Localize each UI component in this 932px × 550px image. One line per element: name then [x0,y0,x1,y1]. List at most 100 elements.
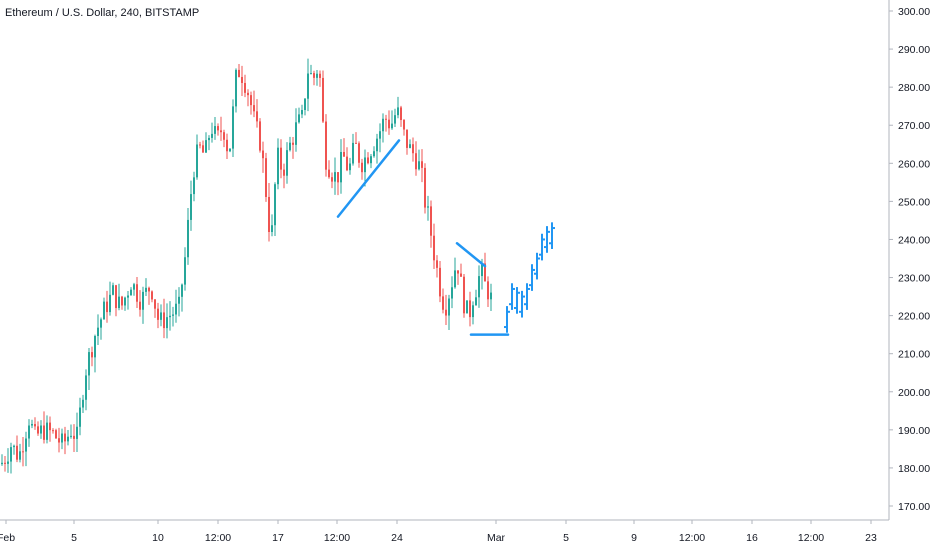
time-tick-label: Mar [487,532,506,544]
time-axis[interactable]: Feb 5 10 12:00 17 12:00 24 Mar 5 9 12:00 16 12:00 23 [0,520,877,544]
price-tick-label: 190.00 [898,425,930,437]
candle [487,276,489,308]
candle [214,116,216,140]
candle [460,263,462,277]
candle [361,158,363,180]
time-tick-label: 23 [865,532,877,544]
candle [340,139,342,194]
candle [136,276,138,309]
candle [400,105,402,127]
candle [382,113,384,143]
candle [49,416,51,442]
candle [319,70,321,87]
time-tick-label: Feb [0,532,15,544]
candle [439,261,441,303]
candle [91,346,93,367]
candle [40,420,42,439]
price-tick-label: 290.00 [898,44,930,56]
candle [118,283,120,311]
candle [292,136,294,159]
candle [472,301,474,325]
candle [184,247,186,291]
candle [256,99,258,128]
candle [406,129,408,155]
candle [85,369,87,411]
candle [313,70,315,86]
candle [424,163,426,214]
candle [199,141,201,149]
candle [442,288,444,314]
candle [436,255,438,278]
price-tick-label: 170.00 [898,501,930,513]
candle [100,317,102,340]
candle [220,116,222,141]
candle [235,68,237,113]
trend-line-drawing[interactable] [455,242,487,268]
candle [94,334,96,373]
candle [469,291,471,327]
projection-bar [514,287,520,314]
candle [283,163,285,189]
trend-line-drawing[interactable] [336,139,401,218]
candle [316,70,318,86]
candle [322,70,324,123]
time-tick-label: 5 [71,532,77,544]
candle [169,301,171,331]
candle [262,141,264,173]
projection-bar [534,252,540,280]
candle [244,74,246,98]
candle [193,171,195,202]
candle [151,290,153,303]
candle [448,294,450,330]
time-tick-label: 24 [391,532,403,544]
candle [427,195,429,221]
projection-bar [509,283,515,310]
candle [142,286,144,324]
candle [379,123,381,153]
candle [325,114,327,177]
candle [433,223,435,270]
candle [16,435,18,463]
candle [187,208,189,265]
candle [490,283,492,312]
price-tick-label: 250.00 [898,196,930,208]
drawings-layer [336,139,510,336]
candle [208,135,210,151]
candle [64,426,66,455]
candle [226,133,228,160]
candle [298,107,300,124]
time-tick-label: 10 [152,532,164,544]
candle [307,58,309,112]
candle [385,114,387,132]
candle [328,160,330,179]
candle [7,448,9,473]
candle [268,182,270,242]
candle [76,412,78,453]
projection-bar [524,283,530,310]
candle [82,394,84,413]
candle [289,136,291,152]
price-axis[interactable]: 300.00 290.00 280.00 270.00 260.00 250.00 240.… [889,6,930,513]
candle [238,63,240,78]
candle [463,273,465,318]
candle [70,424,72,439]
candle [352,133,354,166]
candle [304,97,306,116]
candle [367,152,369,165]
candle [28,419,30,447]
price-tick-label: 300.00 [898,6,930,18]
candle [196,134,198,180]
candle [373,146,375,158]
candle [331,172,333,189]
candle [337,172,339,196]
candle [31,419,33,429]
candle [55,428,57,439]
candles-layer [1,58,492,474]
time-tick-label: 12:00 [679,532,705,544]
candle [166,303,168,339]
projection-bar [529,264,535,291]
candle [295,108,297,152]
candle [310,64,312,75]
